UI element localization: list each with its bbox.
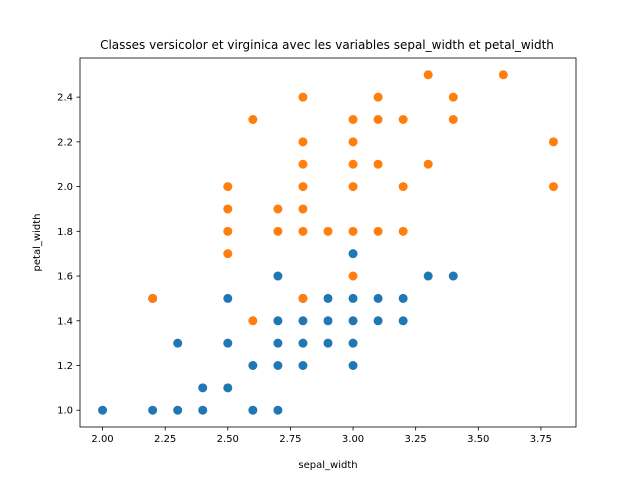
data-point-series-2	[548, 137, 558, 147]
data-point-series-1	[223, 383, 233, 393]
y-tick-label: 1.4	[57, 316, 73, 327]
data-point-series-1	[373, 316, 383, 326]
data-point-series-1	[398, 316, 408, 326]
data-point-series-2	[398, 182, 408, 192]
data-point-series-2	[223, 182, 233, 192]
x-tick-label: 2.00	[91, 434, 113, 445]
x-tick-label: 2.75	[279, 434, 301, 445]
data-point-series-1	[348, 316, 358, 326]
data-point-series-2	[148, 293, 158, 303]
data-point-series-2	[548, 182, 558, 192]
data-point-series-2	[273, 204, 283, 214]
data-point-series-2	[323, 226, 333, 236]
data-point-series-2	[298, 182, 308, 192]
data-point-series-1	[273, 271, 283, 281]
data-point-series-2	[348, 137, 358, 147]
data-point-series-2	[298, 204, 308, 214]
data-point-series-1	[98, 405, 108, 415]
x-tick-label: 2.50	[217, 434, 239, 445]
x-tick-label: 3.50	[467, 434, 489, 445]
y-tick-label: 2.2	[57, 137, 73, 148]
data-point-series-2	[298, 159, 308, 169]
data-point-series-1	[348, 361, 358, 370]
data-point-series-1	[198, 383, 208, 393]
data-point-series-1	[298, 338, 308, 348]
data-point-series-1	[348, 293, 358, 303]
data-point-series-2	[223, 226, 233, 236]
data-point-series-1	[273, 361, 283, 370]
data-point-series-2	[298, 137, 308, 147]
data-point-series-1	[173, 338, 183, 348]
y-tick-label: 1.2	[57, 361, 73, 372]
y-tick-label: 1.6	[57, 272, 73, 283]
data-point-series-2	[373, 92, 383, 102]
data-point-series-1	[223, 293, 233, 303]
data-point-series-1	[298, 316, 308, 326]
data-point-series-2	[348, 159, 358, 169]
data-point-series-1	[223, 338, 233, 348]
data-point-series-1	[273, 405, 283, 415]
data-point-series-2	[373, 115, 383, 124]
x-tick-label: 2.25	[154, 434, 176, 445]
data-point-series-1	[173, 405, 183, 415]
data-point-series-2	[448, 115, 458, 124]
data-point-series-2	[348, 115, 358, 124]
data-point-series-1	[398, 293, 408, 303]
data-point-series-2	[423, 159, 433, 169]
data-point-series-1	[273, 316, 283, 326]
x-axis-ticks: 2.00 2.25 2.50 2.75 3.00 3.25 3.50 3.75	[91, 427, 552, 445]
data-points	[98, 70, 558, 415]
data-point-series-2	[223, 249, 233, 259]
data-point-series-2	[298, 92, 308, 102]
data-point-series-1	[198, 405, 208, 415]
data-point-series-1	[448, 271, 458, 281]
data-point-series-2	[423, 70, 433, 80]
data-point-series-1	[323, 316, 333, 326]
x-tick-label: 3.25	[405, 434, 427, 445]
data-point-series-2	[348, 271, 358, 281]
y-axis-ticks: 1.0 1.2 1.4 1.6 1.8 2.0 2.2 2.4	[57, 93, 80, 417]
data-point-series-2	[398, 226, 408, 236]
x-tick-label: 3.00	[342, 434, 364, 445]
data-point-series-2	[273, 226, 283, 236]
y-tick-label: 2.0	[57, 182, 73, 193]
data-point-series-1	[298, 361, 308, 370]
x-axis-label: sepal_width	[298, 460, 357, 471]
data-point-series-1	[323, 293, 333, 303]
data-point-series-2	[373, 226, 383, 236]
y-axis-label: petal_width	[32, 214, 43, 272]
data-point-series-2	[448, 92, 458, 102]
data-point-series-1	[248, 405, 258, 415]
data-point-series-1	[323, 338, 333, 348]
data-point-series-1	[248, 361, 258, 370]
data-point-series-2	[498, 70, 508, 80]
data-point-series-1	[273, 338, 283, 348]
y-tick-label: 1.8	[57, 227, 73, 238]
data-point-series-2	[373, 159, 383, 169]
plot-area	[80, 58, 576, 427]
plot-frame	[79, 57, 577, 428]
data-point-series-2	[298, 293, 308, 303]
data-point-series-1	[348, 338, 358, 348]
data-point-series-2	[398, 115, 408, 124]
data-point-series-2	[248, 115, 258, 124]
chart-title: Classes versicolor et virginica avec les…	[100, 38, 554, 52]
y-tick-label: 2.4	[57, 93, 73, 104]
x-tick-label: 3.75	[530, 434, 552, 445]
data-point-series-1	[373, 293, 383, 303]
data-point-series-2	[248, 316, 258, 326]
data-point-series-1	[148, 405, 158, 415]
data-point-series-1	[423, 271, 433, 281]
y-tick-label: 1.0	[57, 406, 73, 417]
data-point-series-2	[223, 204, 233, 214]
data-point-series-2	[348, 226, 358, 236]
data-point-series-2	[348, 182, 358, 192]
data-point-series-1	[348, 249, 358, 259]
data-point-series-2	[298, 226, 308, 236]
